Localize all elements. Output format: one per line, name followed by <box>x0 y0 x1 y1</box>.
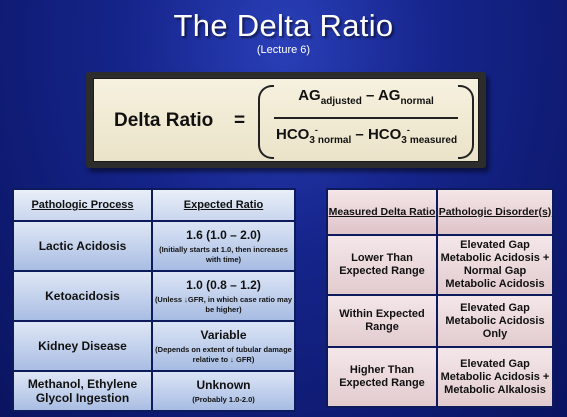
disorder-cell: Elevated Gap Metabolic Acidosis + Normal… <box>436 234 554 296</box>
table-row: Lactic Acidosis 1.6 (1.0 – 2.0) (Initial… <box>12 220 296 272</box>
ratio-cell: 1.0 (0.8 – 1.2) (Unless ↓GFR, in which c… <box>151 270 296 322</box>
ratio-cell: Variable (Depends on extent of tubular d… <box>151 320 296 372</box>
ratio-note: (Initially starts at 1.0, then increases… <box>159 244 288 264</box>
table-row: Lower Than Expected Range Elevated Gap M… <box>326 234 554 296</box>
slide-subtitle: (Lecture 6) <box>256 44 311 56</box>
table-row: Within Expected Range Elevated Gap Metab… <box>326 294 554 348</box>
table-row: Kidney Disease Variable (Depends on exte… <box>12 320 296 372</box>
measured-cell: Higher Than Expected Range <box>326 346 438 408</box>
process-cell: Ketoacidosis <box>12 270 153 322</box>
ratio-value: 1.0 (0.8 – 1.2) <box>186 277 261 292</box>
disorder-cell: Elevated Gap Metabolic Acidosis Only <box>436 294 554 348</box>
header-expected-ratio: Expected Ratio <box>151 188 296 222</box>
header-pathologic-disorders: Pathologic Disorder(s) <box>436 188 554 236</box>
header-pathologic-process: Pathologic Process <box>12 188 153 222</box>
header-measured-delta-ratio: Measured Delta Ratio <box>326 188 438 236</box>
left-parenthesis <box>258 85 274 159</box>
table-header-row: Measured Delta Ratio Pathologic Disorder… <box>326 188 554 236</box>
measured-cell: Within Expected Range <box>326 294 438 348</box>
fraction-line <box>274 117 458 119</box>
ratio-cell: 1.6 (1.0 – 2.0) (Initially starts at 1.0… <box>151 220 296 272</box>
ratio-cell: Unknown (Probably 1.0-2.0) <box>151 370 296 412</box>
table-row: Ketoacidosis 1.0 (0.8 – 1.2) (Unless ↓GF… <box>12 270 296 322</box>
slide-title: The Delta Ratio <box>173 8 394 43</box>
formula-box: Delta Ratio = AGadjusted – AGnormal HCO3… <box>86 72 486 168</box>
ratio-note: (Probably 1.0-2.0) <box>192 394 255 404</box>
ratio-note: (Unless ↓GFR, in which case ratio may be… <box>154 294 293 314</box>
process-cell: Methanol, Ethylene Glycol Ingestion <box>12 370 153 412</box>
measured-ratio-table: Measured Delta Ratio Pathologic Disorder… <box>326 188 554 408</box>
ratio-value: Unknown <box>196 377 251 392</box>
disorder-cell: Elevated Gap Metabolic Acidosis + Metabo… <box>436 346 554 408</box>
formula-panel: Delta Ratio = AGadjusted – AGnormal HCO3… <box>93 78 479 162</box>
ratio-value: Variable <box>200 327 247 342</box>
process-cell: Lactic Acidosis <box>12 220 153 272</box>
table-header-row: Pathologic Process Expected Ratio <box>12 188 296 222</box>
measured-cell: Lower Than Expected Range <box>326 234 438 296</box>
process-cell: Kidney Disease <box>12 320 153 372</box>
expected-ratio-table: Pathologic Process Expected Ratio Lactic… <box>12 188 296 412</box>
ratio-note: (Depends on extent of tubular damage rel… <box>155 344 292 364</box>
formula-equals: = <box>234 110 246 131</box>
formula-denominator: HCO3-normal – HCO3-measured <box>276 125 458 146</box>
right-parenthesis <box>458 85 474 159</box>
formula-numerator: AGadjusted – AGnormal <box>298 87 434 107</box>
table-row: Methanol, Ethylene Glycol Ingestion Unkn… <box>12 370 296 412</box>
ratio-value: 1.6 (1.0 – 2.0) <box>186 227 261 242</box>
formula-label: Delta Ratio <box>114 110 214 131</box>
table-row: Higher Than Expected Range Elevated Gap … <box>326 346 554 408</box>
